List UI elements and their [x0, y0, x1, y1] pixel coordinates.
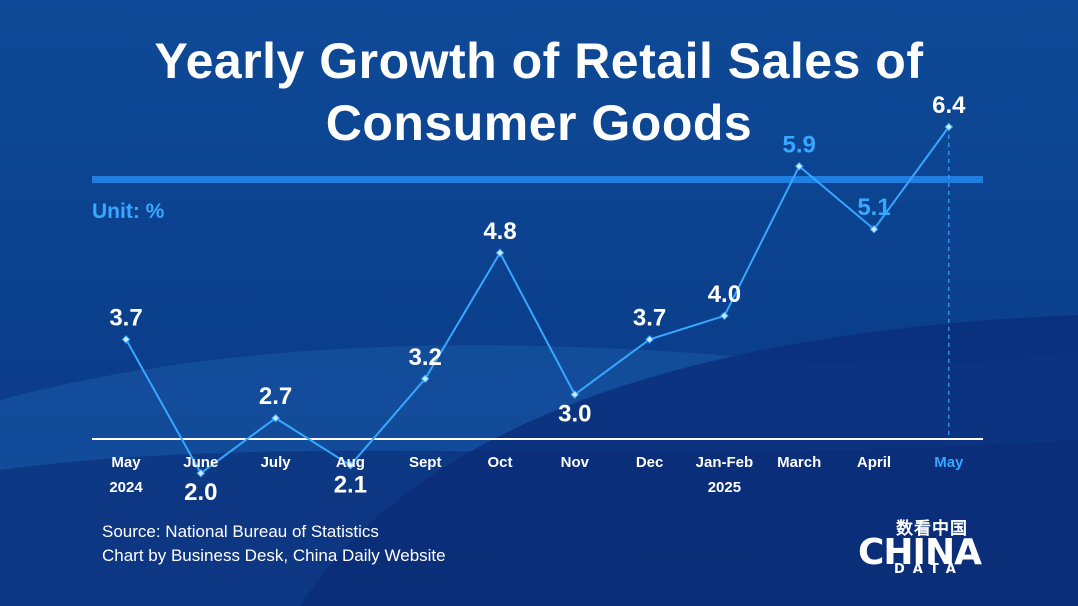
- data-label: 2.7: [259, 383, 292, 410]
- x-tick-label: Oct: [487, 454, 512, 471]
- data-label: 3.0: [558, 401, 591, 428]
- data-point: [944, 122, 954, 132]
- data-point: [570, 390, 580, 399]
- data-point: [869, 224, 879, 234]
- x-tick-label: Aug: [336, 454, 365, 471]
- data-label: 2.1: [334, 471, 367, 498]
- x-tick-label: Nov: [561, 454, 590, 471]
- x-tick-year-label: 2025: [708, 479, 741, 496]
- x-tick-label: March: [777, 454, 821, 471]
- logo-main-text: CHINA: [858, 532, 982, 573]
- data-label: 6.4: [932, 92, 966, 119]
- data-point: [196, 468, 206, 478]
- data-point: [420, 374, 430, 384]
- chart-title-line-1: Yearly Growth of Retail Sales of: [154, 33, 924, 89]
- data-label: 3.7: [109, 304, 142, 331]
- data-point: [121, 335, 131, 344]
- x-tick-label: April: [857, 454, 891, 471]
- x-tick-label: May: [111, 454, 141, 471]
- credit-note: Chart by Business Desk, China Daily Webs…: [102, 546, 446, 565]
- x-tick-label: Dec: [636, 454, 664, 471]
- logo-chinese-text: 数看中国: [896, 519, 968, 539]
- data-label: 4.8: [483, 218, 516, 245]
- x-tick-label: July: [261, 454, 292, 471]
- data-label: 5.1: [857, 194, 890, 221]
- data-point: [271, 413, 280, 423]
- x-tick-year-label: 2024: [109, 479, 143, 496]
- data-point: [495, 248, 505, 258]
- x-tick-label: June: [183, 454, 218, 471]
- x-tick-label: Sept: [409, 454, 442, 471]
- chart-title-line-2: Consumer Goods: [325, 95, 753, 151]
- unit-label: Unit: %: [92, 200, 165, 223]
- title-divider: [92, 176, 983, 183]
- data-label: 3.2: [409, 344, 442, 371]
- data-point: [645, 335, 654, 344]
- data-label: 5.9: [783, 131, 816, 158]
- data-label: 2.0: [184, 479, 217, 506]
- x-tick-label: Jan-Feb: [696, 454, 754, 471]
- data-point: [794, 161, 804, 171]
- data-label: 3.7: [633, 304, 666, 331]
- x-tick-label: May: [934, 454, 964, 471]
- data-point: [346, 461, 355, 470]
- china-data-logo: 数看中国 CHINA DATA: [856, 514, 982, 578]
- data-label: 4.0: [708, 281, 741, 308]
- series-line: [125, 126, 950, 475]
- logo-sub-text: DATA: [894, 562, 964, 577]
- data-point: [720, 311, 729, 321]
- source-note: Source: National Bureau of Statistics: [102, 522, 379, 541]
